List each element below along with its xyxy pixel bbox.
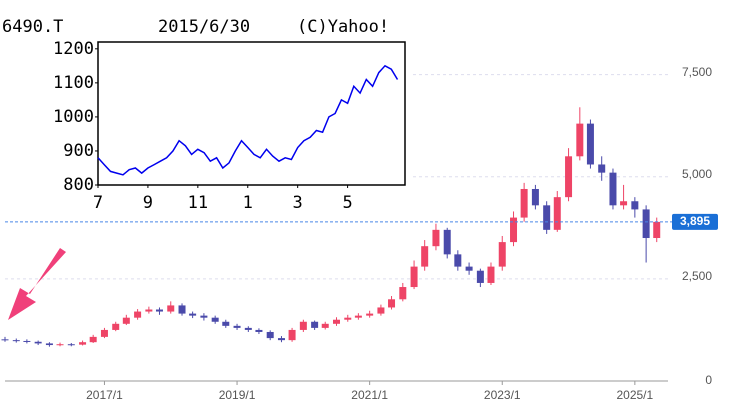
candle-body [631, 201, 639, 210]
candle-body [354, 315, 362, 318]
candle-body [642, 209, 650, 239]
candle-body [122, 317, 130, 324]
candle-body [34, 341, 42, 344]
x-tick-label: 7 [93, 193, 103, 213]
x-tick-label: 9 [143, 193, 153, 213]
candle-body [399, 287, 407, 300]
candle-body [598, 164, 606, 173]
candle-body [366, 313, 374, 316]
price-line [97, 64, 399, 176]
candle-body [432, 229, 440, 247]
x-tick-label: 11 [188, 193, 208, 213]
candle-body [211, 317, 219, 322]
inset-title: 6490.T [2, 17, 63, 37]
candle-body [476, 270, 484, 283]
candle-body [266, 331, 274, 339]
candle-body [344, 317, 352, 320]
candle-body [222, 321, 230, 326]
candle-body [100, 329, 108, 337]
candle-body [167, 305, 175, 312]
candle-body [155, 309, 163, 312]
candle-body [520, 188, 528, 218]
candle-body [487, 266, 495, 283]
candle-body [56, 344, 64, 346]
y-tick-label: 1000 [53, 107, 94, 127]
candle-body [586, 123, 594, 165]
candle-body [200, 315, 208, 318]
candle-body [421, 246, 429, 267]
candle-body [145, 309, 153, 312]
x-tick-label: 1 [243, 193, 253, 213]
y-tick-label: 7,500 [682, 65, 712, 79]
candle-body [299, 321, 307, 330]
candle-body [410, 266, 418, 288]
candle-body [112, 323, 120, 330]
candle-body [443, 229, 451, 255]
y-tick-label: 5,000 [682, 167, 712, 181]
y-tick-label: 2,500 [682, 269, 712, 283]
y-tick-label: 900 [63, 141, 94, 161]
y-tick-label: 800 [63, 175, 94, 195]
x-tick-label: 3 [293, 193, 303, 213]
candle-body [543, 205, 551, 230]
candle-body [79, 342, 87, 345]
x-tick-label: 2023/1 [484, 388, 521, 402]
candle-body [609, 172, 617, 206]
candle-body [1, 339, 9, 341]
x-tick-label: 2025/1 [616, 388, 653, 402]
candle-body [311, 321, 319, 328]
candle-body [321, 323, 329, 328]
candle-body [178, 305, 186, 314]
candle-body [277, 338, 285, 341]
candle-body [12, 340, 20, 342]
candle-body [189, 313, 197, 316]
x-tick-label: 5 [342, 193, 352, 213]
candle-body [531, 188, 539, 206]
candle-body [377, 307, 385, 314]
candle-body [67, 344, 75, 346]
last-price-label: 3,895 [680, 214, 710, 228]
candle-body [233, 325, 241, 328]
candle-body [255, 329, 263, 332]
candle-body [576, 123, 584, 157]
candle-body [565, 156, 573, 198]
candle-body [244, 327, 252, 330]
x-tick-label: 2021/1 [351, 388, 388, 402]
candle-body [620, 201, 628, 206]
inset-frame [97, 41, 406, 186]
candle-body [89, 336, 97, 343]
candle-body [465, 266, 473, 271]
last-price-box [672, 213, 718, 230]
candle-body [553, 197, 561, 230]
x-tick-label: 2019/1 [219, 388, 256, 402]
y-tick-label: 1200 [53, 39, 94, 59]
y-tick-label: 0 [705, 373, 712, 387]
candle-body [454, 254, 462, 267]
candle-body [653, 221, 661, 239]
candle-body [388, 299, 396, 308]
candle-body [134, 311, 142, 318]
candle-body [45, 343, 53, 346]
candle-body [333, 319, 340, 324]
candle-body [288, 329, 296, 341]
candle-body [498, 242, 506, 267]
candle-body [510, 217, 518, 243]
inset-chart: 6490.T 2015/6/30 (C)Yahoo! 800 900 1000 110… [0, 0, 410, 214]
inset-credit: (C)Yahoo! [297, 17, 389, 37]
candle-body [23, 340, 31, 342]
x-tick-label: 2017/1 [86, 388, 123, 402]
pointer-arrow [8, 248, 66, 320]
inset-date: 2015/6/30 [158, 17, 250, 37]
y-tick-label: 1100 [53, 73, 94, 93]
